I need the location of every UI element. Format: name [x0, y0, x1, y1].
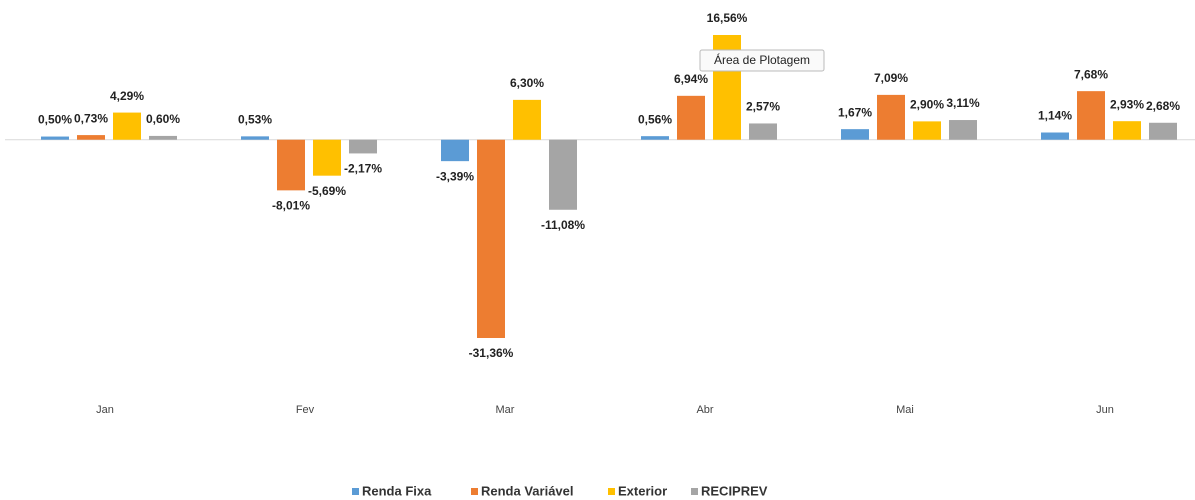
- bar: [549, 139, 577, 210]
- bar: [949, 120, 977, 140]
- x-tick-label: Abr: [696, 404, 713, 416]
- value-label: 3,11%: [946, 96, 980, 110]
- value-label: -2,17%: [344, 162, 382, 176]
- value-label: -31,36%: [469, 346, 514, 360]
- value-label: -11,08%: [541, 218, 585, 232]
- bar: [1149, 122, 1177, 140]
- value-label: 2,68%: [1146, 99, 1180, 113]
- value-label: 0,73%: [74, 111, 108, 125]
- bar: [841, 129, 869, 140]
- value-label: 0,50%: [38, 113, 72, 127]
- value-label: 4,29%: [110, 89, 144, 103]
- x-tick-label: Jan: [96, 404, 114, 416]
- x-tick-label: Jun: [1096, 404, 1114, 416]
- value-label: 1,67%: [838, 105, 872, 119]
- bar: [77, 135, 105, 140]
- legend-label: Exterior: [618, 483, 667, 498]
- bar: [277, 139, 305, 191]
- value-label: 7,09%: [874, 71, 908, 85]
- bar: [513, 99, 541, 140]
- bar: [441, 139, 469, 162]
- bar: [41, 136, 69, 140]
- x-tick-label: Mar: [496, 404, 515, 416]
- value-label: 2,90%: [910, 98, 944, 112]
- bar: [641, 136, 669, 140]
- bar: [877, 94, 905, 140]
- value-label: 0,60%: [146, 112, 180, 126]
- value-label: 0,53%: [238, 113, 272, 127]
- bar: [1113, 121, 1141, 140]
- value-label: 2,93%: [1110, 97, 1144, 111]
- bar: [1077, 91, 1105, 140]
- bar: [313, 139, 341, 176]
- bar: [1041, 132, 1069, 140]
- value-label: 7,68%: [1074, 67, 1108, 81]
- value-label: 0,56%: [638, 112, 672, 126]
- bar: [677, 95, 705, 140]
- legend-label: Renda Variável: [481, 483, 574, 498]
- bar: [241, 136, 269, 140]
- value-label: 2,57%: [746, 100, 780, 114]
- value-label: -8,01%: [272, 199, 310, 213]
- legend-label: Renda Fixa: [362, 483, 432, 498]
- bar: [149, 135, 177, 140]
- tooltip-text: Área de Plotagem: [714, 52, 810, 67]
- value-label: 16,56%: [707, 11, 748, 25]
- x-tick-label: Fev: [296, 404, 315, 416]
- value-label: -5,69%: [308, 184, 346, 198]
- tooltip-box: [699, 49, 825, 72]
- bar: [913, 121, 941, 140]
- x-tick-label: Mai: [896, 404, 914, 416]
- legend-label: RECIPREV: [701, 483, 768, 498]
- legend-swatch: [691, 488, 698, 495]
- bar: [477, 139, 505, 338]
- value-label: 6,94%: [674, 72, 708, 86]
- legend-swatch: [608, 488, 615, 495]
- value-label: -3,39%: [436, 169, 474, 183]
- bar: [349, 139, 377, 154]
- legend-swatch: [352, 488, 359, 495]
- value-label: 1,14%: [1038, 109, 1072, 123]
- legend-swatch: [471, 488, 478, 495]
- bar: [113, 112, 141, 140]
- value-label: 6,30%: [510, 76, 544, 90]
- bar: [749, 123, 777, 140]
